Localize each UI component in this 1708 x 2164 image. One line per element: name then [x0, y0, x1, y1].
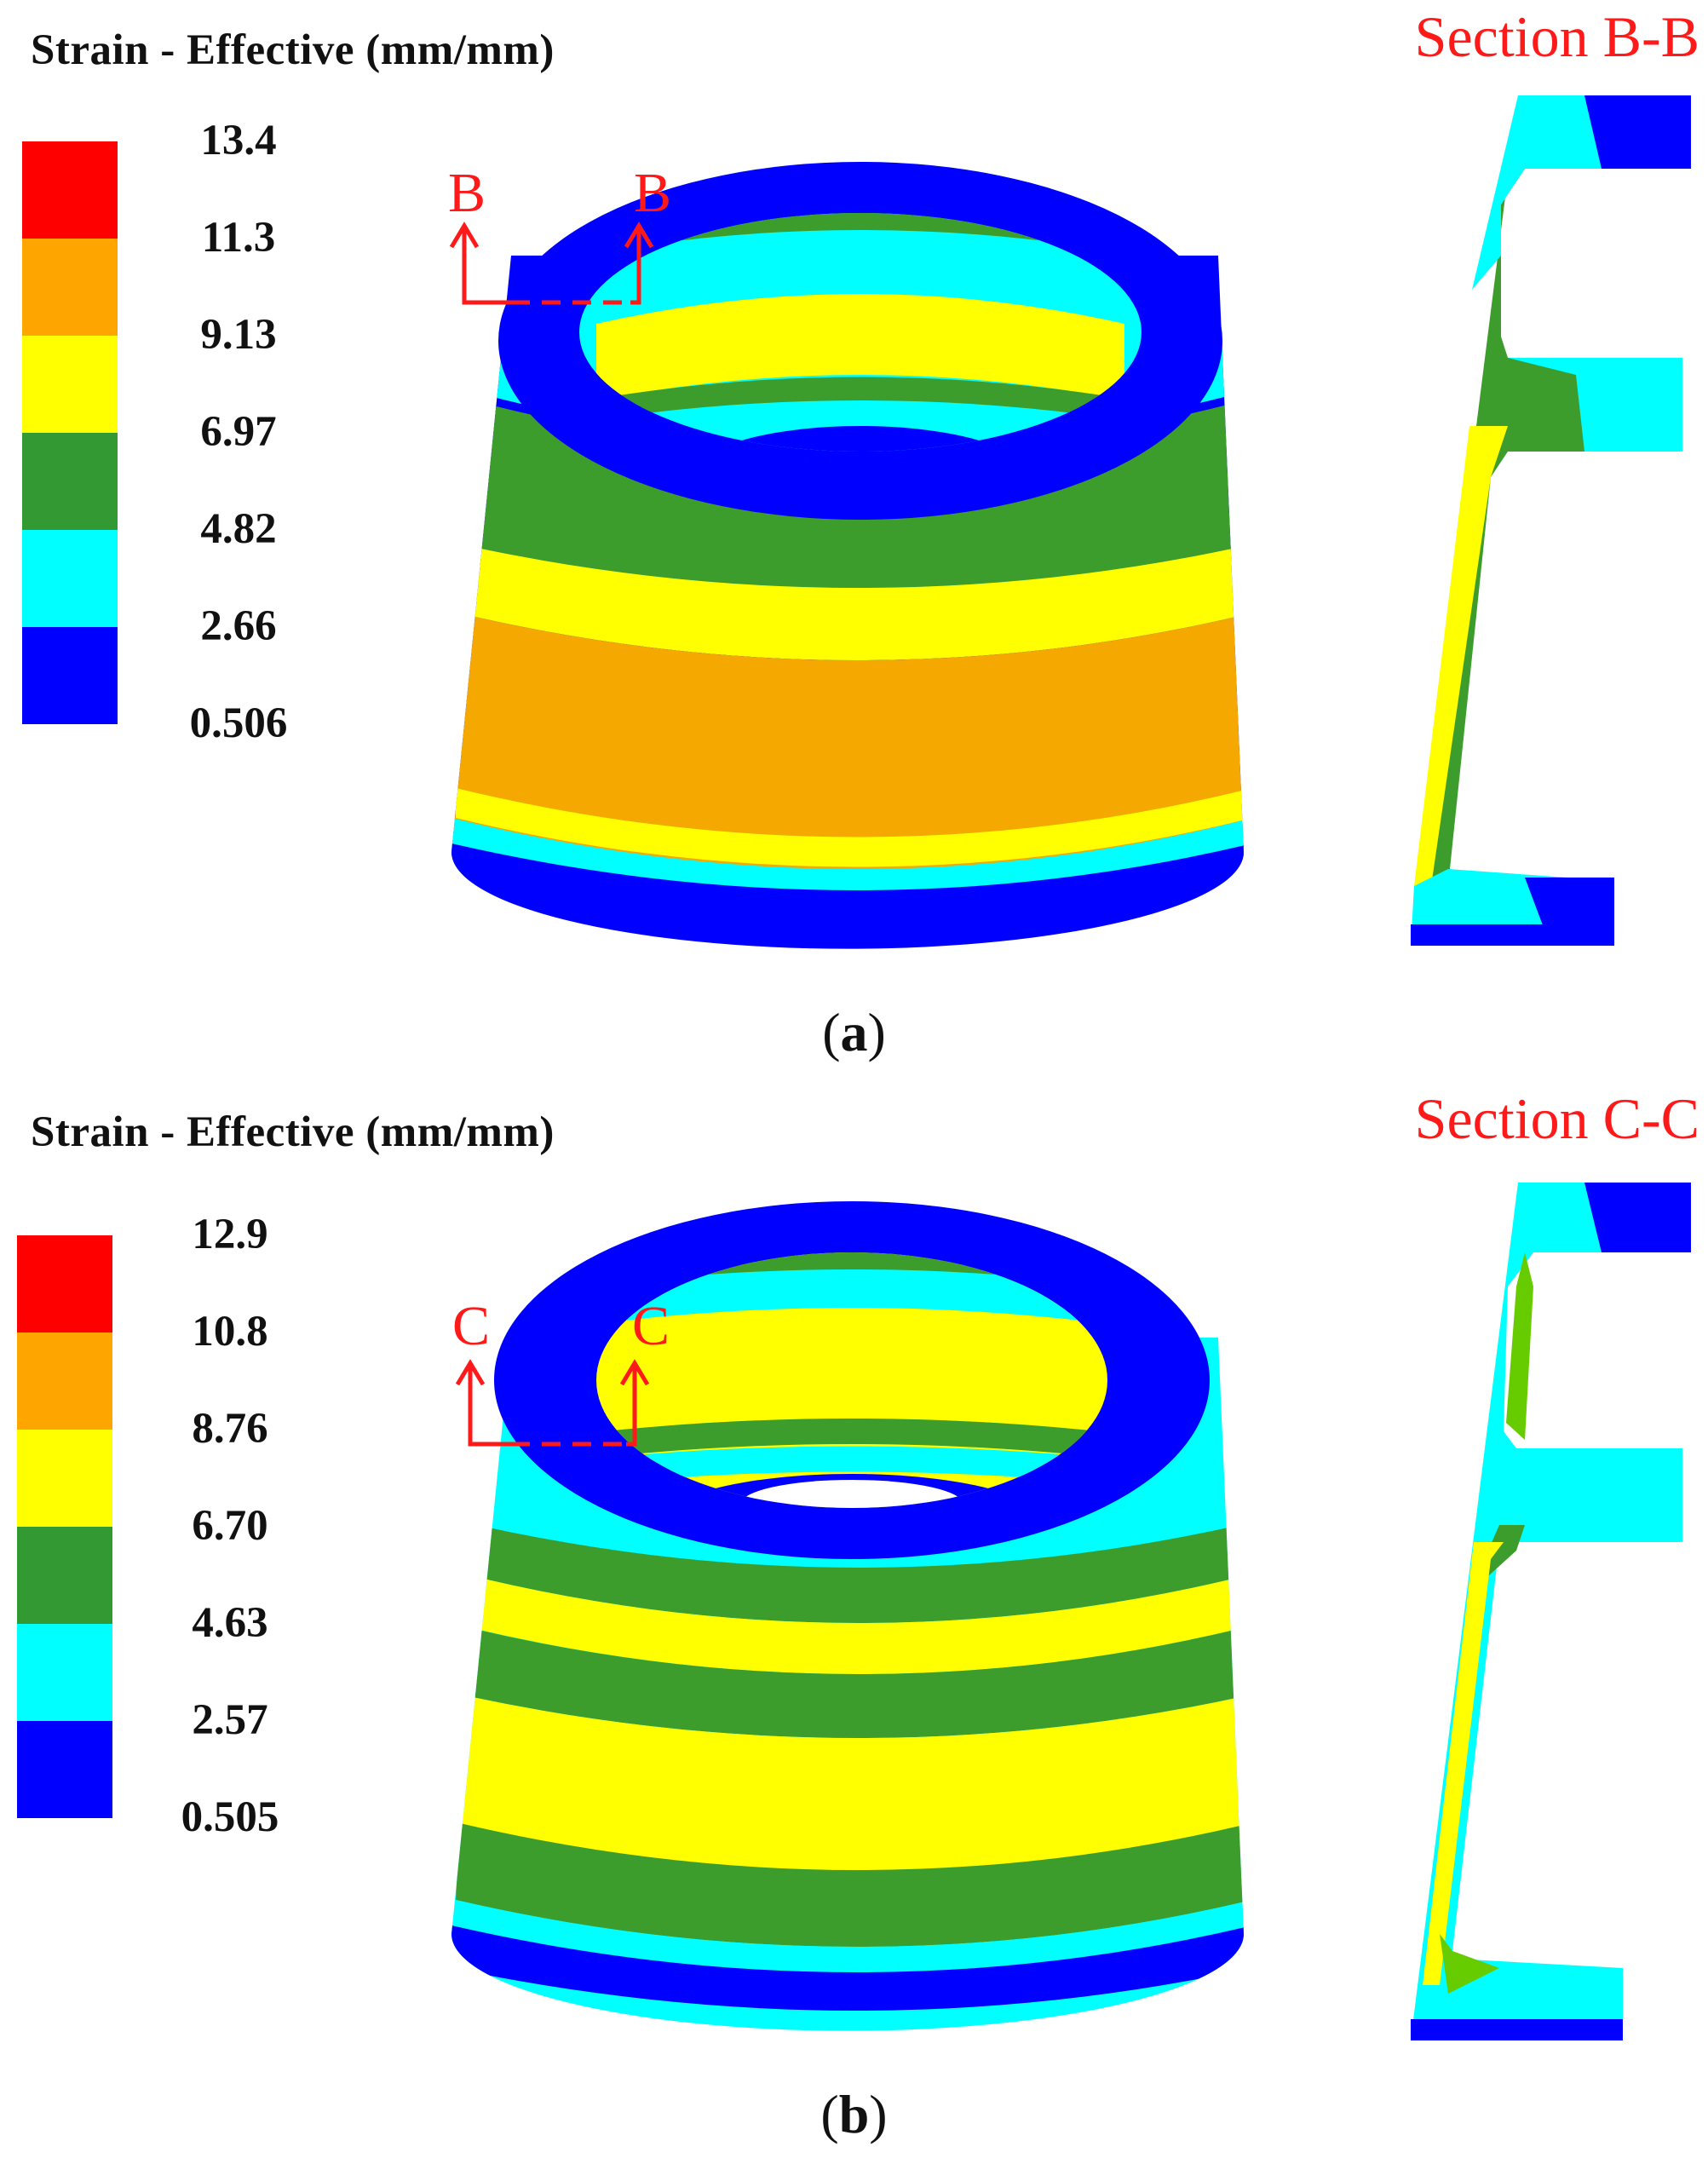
- cut-arrow-left: [462, 226, 511, 305]
- legend-swatch-orange: [22, 239, 118, 336]
- cut-arrow-right: [630, 226, 641, 305]
- section-title: Section B-B: [1414, 4, 1699, 69]
- cut-label-left: B: [448, 162, 486, 224]
- section-cut-marker: [449, 222, 654, 305]
- legend-color-bar: [17, 1235, 112, 1818]
- cut-arrowhead-right: [624, 222, 654, 249]
- cut-arrowhead-left: [449, 222, 480, 249]
- cut-label-right: C: [632, 1295, 670, 1357]
- legend-swatch-red: [22, 141, 118, 239]
- legend-tick: 10.8: [192, 1308, 268, 1355]
- legend-title: Strain - Effective (mm/mm): [31, 1108, 555, 1156]
- cup-inner-wall: [579, 213, 1142, 452]
- legend-swatch-yellow: [17, 1430, 112, 1527]
- panel-caption: (a): [0, 1001, 1708, 1064]
- caption-paren-close: ): [869, 2084, 888, 2144]
- section-cut-marker: [455, 1359, 650, 1447]
- caption-letter: b: [838, 2084, 870, 2144]
- legend-tick: 0.506: [189, 699, 288, 747]
- legend-tick: 6.70: [192, 1502, 268, 1550]
- cut-label-left: C: [452, 1295, 490, 1357]
- section-profile: [1411, 1183, 1691, 2040]
- cup-contour-plot: B B: [448, 95, 1691, 949]
- section-profile: [1411, 95, 1691, 946]
- cut-arrow-left: [468, 1363, 511, 1447]
- legend-swatch-green: [22, 433, 118, 530]
- legend-swatch-yellow: [22, 336, 118, 433]
- legend-title: Strain - Effective (mm/mm): [31, 26, 555, 74]
- legend-tick: 9.13: [200, 311, 277, 359]
- legend-tick: 11.3: [201, 214, 276, 262]
- legend-color-bar: [22, 141, 118, 724]
- legend-tick: 0.505: [181, 1793, 279, 1841]
- legend-tick: 2.57: [192, 1696, 268, 1744]
- cut-label-right: B: [634, 162, 671, 224]
- legend-tick: 12.9: [192, 1211, 268, 1258]
- panel-caption: (b): [0, 2083, 1708, 2146]
- legend-swatch-green: [17, 1527, 112, 1624]
- cup-inner-wall: [596, 1252, 1107, 1508]
- panel-b: Strain - Effective (mm/mm) 12.9 10.8 8.7…: [0, 1082, 1708, 2164]
- legend-tick: 13.4: [200, 117, 277, 164]
- caption-letter: a: [840, 1002, 868, 1062]
- legend-swatch-orange: [17, 1332, 112, 1430]
- legend-swatch-blue: [17, 1721, 112, 1818]
- legend-swatch-cyan: [22, 530, 118, 627]
- caption-paren-close: ): [867, 1002, 886, 1062]
- legend-tick: 8.76: [192, 1405, 268, 1453]
- legend-swatch-cyan: [17, 1624, 112, 1721]
- cut-arrowhead-left: [455, 1359, 486, 1386]
- legend-tick: 4.63: [192, 1599, 268, 1647]
- section-title: Section C-C: [1414, 1086, 1699, 1151]
- legend-tick: 6.97: [200, 408, 277, 456]
- caption-paren-open: (: [820, 2084, 839, 2144]
- legend-tick: 4.82: [200, 505, 277, 553]
- legend-tick: 2.66: [200, 602, 277, 650]
- panel-a: Strain - Effective (mm/mm) 13.4 11.3 9.1…: [0, 4, 1708, 1064]
- cup-contour-plot: C C: [451, 1183, 1691, 2040]
- cut-arrow-right: [626, 1363, 637, 1447]
- legend-swatch-red: [17, 1235, 112, 1332]
- cut-arrowhead-right: [619, 1359, 650, 1386]
- legend-swatch-blue: [22, 627, 118, 724]
- caption-paren-open: (: [822, 1002, 841, 1062]
